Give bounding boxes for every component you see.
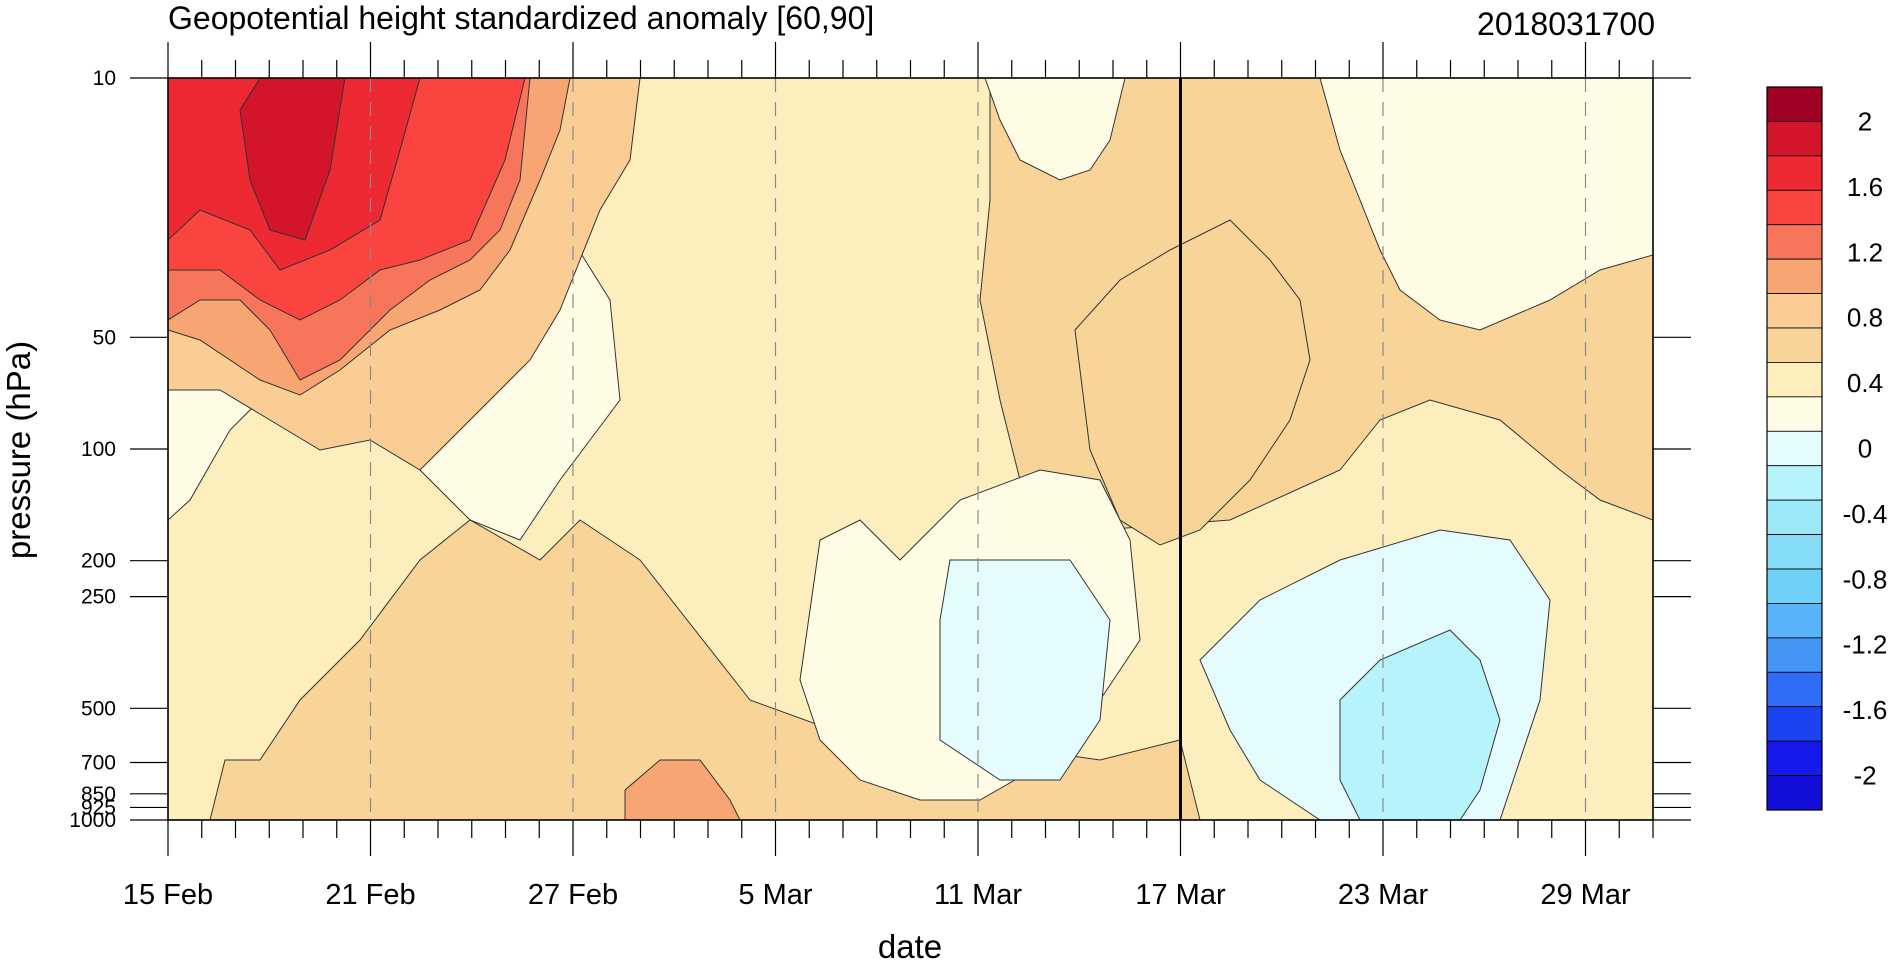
x-axis-ticks: 15 Feb 21 Feb 27 Feb 5 Mar 11 Mar 17 Mar 23 Ma… [123, 42, 1654, 911]
plot-area [167, 77, 1654, 821]
y-axis-label: pressure (hPa) [0, 341, 37, 559]
colorbar-swatch [1766, 121, 1823, 157]
colorbar-label: 0.4 [1847, 368, 1883, 398]
colorbar-swatch [1766, 637, 1823, 673]
x-tick-label: 15 Feb [123, 879, 213, 911]
colorbar-swatch [1766, 534, 1823, 570]
y-tick-label: 250 [81, 586, 116, 609]
colorbar-label: 0.8 [1847, 303, 1883, 333]
colorbar-label: -0.8 [1843, 564, 1888, 594]
colorbar-swatch [1766, 362, 1823, 398]
contour-region [939, 559, 1111, 781]
colorbar-label: -2 [1853, 761, 1876, 791]
colorbar-swatch [1766, 189, 1823, 226]
x-tick-label: 23 Mar [1338, 879, 1429, 911]
contour-region [1339, 629, 1501, 820]
colorbar: 2 1.6 1.2 0.8 0.4 0 -0.4 -0.8 -1.2 -1.6 -2 [1766, 86, 1888, 811]
colorbar-label: -0.4 [1843, 499, 1888, 529]
chart-date-stamp: 2018031700 [1477, 6, 1655, 42]
x-tick-label: 27 Feb [528, 879, 618, 911]
colorbar-swatch [1766, 603, 1823, 639]
y-tick-label: 700 [81, 752, 116, 775]
colorbar-label: 0 [1858, 434, 1872, 464]
colorbar-label: 1.6 [1847, 172, 1883, 202]
colorbar-label: -1.6 [1843, 695, 1888, 725]
chart-title: Geopotential height standardized anomaly… [168, 0, 874, 36]
colorbar-swatch [1766, 499, 1823, 535]
x-tick-label: 5 Mar [738, 879, 812, 911]
colorbar-label: 1.2 [1847, 237, 1883, 267]
y-tick-label: 500 [81, 697, 116, 720]
contour-regions [168, 78, 1653, 820]
colorbar-swatch [1766, 224, 1823, 260]
contour-region [239, 78, 346, 241]
colorbar-swatch [1766, 258, 1823, 294]
x-tick-label: 21 Feb [325, 879, 415, 911]
colorbar-frame [1766, 86, 1823, 811]
y-tick-label: 200 [81, 550, 116, 573]
y-tick-label: 100 [81, 438, 116, 461]
y-tick-label: 10 [93, 67, 116, 90]
colorbar-swatch [1766, 740, 1823, 776]
y-tick-label: 50 [93, 326, 116, 349]
x-tick-label: 11 Mar [934, 879, 1022, 911]
colorbar-swatch [1766, 327, 1823, 363]
x-tick-label: 17 Mar [1135, 879, 1226, 911]
x-axis-label: date [878, 928, 942, 963]
colorbar-swatch [1766, 465, 1823, 501]
x-tick-label: 29 Mar [1540, 879, 1631, 911]
colorbar-swatch [1766, 671, 1823, 708]
y-tick-label: 1000 [69, 809, 116, 832]
colorbar-swatch [1766, 86, 1823, 122]
colorbar-swatch [1766, 396, 1823, 432]
colorbar-swatch [1766, 430, 1823, 467]
colorbar-label: -1.2 [1843, 630, 1888, 660]
contour-region [624, 759, 741, 820]
colorbar-swatch [1766, 155, 1823, 191]
y-tick-label: 925 [81, 796, 116, 819]
contour-region [1319, 78, 1653, 331]
colorbar-label: 2 [1858, 106, 1872, 136]
contour-region [984, 78, 1126, 181]
colorbar-swatch [1766, 568, 1823, 604]
colorbar-swatch [1766, 706, 1823, 742]
colorbar-swatch [1766, 293, 1823, 329]
y-tick-label: 850 [81, 783, 116, 806]
colorbar-swatch [1766, 775, 1823, 811]
